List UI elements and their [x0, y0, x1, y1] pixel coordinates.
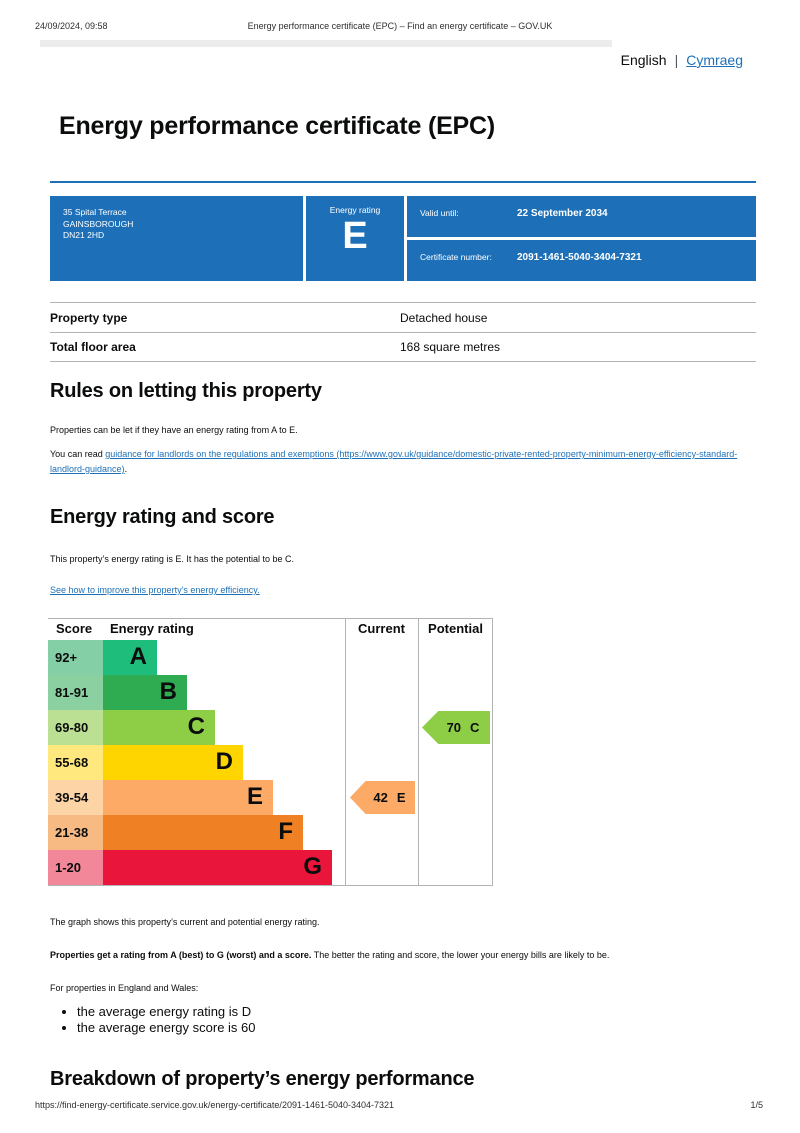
potential-score: 70: [446, 720, 462, 735]
rules-paragraph-1: Properties can be let if they have an en…: [50, 425, 298, 435]
landlord-guidance-link[interactable]: guidance for landlords on the regulation…: [50, 449, 738, 474]
band-letter-g: G: [303, 853, 322, 880]
improve-link-wrap: See how to improve this property’s energ…: [50, 583, 756, 598]
valid-until-label: Valid until:: [420, 208, 459, 218]
chart-right-border: [492, 618, 493, 885]
rules-paragraph-2: You can read guidance for landlords on t…: [50, 447, 756, 477]
property-type-value: Detached house: [400, 310, 488, 325]
band-letter-f: F: [278, 818, 293, 845]
rules-paragraph-2-suffix: .: [124, 464, 128, 474]
print-datetime: 24/09/2024, 09:58: [35, 21, 108, 31]
language-separator: |: [674, 52, 679, 68]
band-letter-d: D: [215, 748, 233, 775]
print-footer-url: https://find-energy-certificate.service.…: [35, 1100, 395, 1110]
print-page-title: Energy performance certificate (EPC) – F…: [247, 21, 553, 31]
potential-rating-arrow: 70 C: [422, 711, 490, 744]
certificate-details-panel: Valid until: 22 September 2034 Certifica…: [407, 196, 756, 281]
address-line-1: 35 Spital Terrace: [63, 207, 127, 217]
table-row: Property type Detached house: [50, 302, 756, 332]
chart-bottom-border: [48, 885, 493, 886]
certificate-number-label: Certificate number:: [420, 252, 492, 262]
score-range-g: 1-20: [48, 850, 103, 885]
rating-explanation-bold: Properties get a rating from A (best) to…: [50, 950, 312, 960]
energy-rating-label: Energy rating: [329, 205, 381, 215]
language-link-welsh[interactable]: Cymraeg: [686, 52, 743, 68]
band-letter-e: E: [246, 783, 263, 810]
table-row: Total floor area 168 square metres: [50, 332, 756, 362]
property-type-label: Property type: [50, 310, 128, 325]
language-current-english: English: [620, 52, 667, 68]
average-stats-list: the average energy rating is D the avera…: [62, 1004, 256, 1036]
band-letter-a: A: [129, 643, 147, 670]
language-toggle: English | Cymraeg: [621, 52, 743, 68]
chart-divider-potential: [418, 618, 419, 885]
potential-letter: C: [470, 720, 480, 735]
rating-explanation-rest: The better the rating and score, the low…: [311, 950, 610, 960]
print-page-number: 1/5: [750, 1100, 763, 1110]
rating-band-g: G: [103, 850, 332, 885]
certificate-number-row: Certificate number: 2091-1461-5040-3404-…: [407, 240, 756, 281]
current-score: 42: [373, 790, 388, 805]
valid-until-value: 22 September 2034: [517, 208, 608, 219]
breakdown-section-heading: Breakdown of property’s energy performan…: [50, 1068, 475, 1090]
header-divider-bar: [40, 40, 612, 47]
score-section-heading: Energy rating and score: [50, 506, 275, 528]
floor-area-label: Total floor area: [50, 340, 136, 354]
list-item: the average energy rating is D: [77, 1004, 256, 1020]
property-address: 35 Spital Terrace GAINSBOROUGH DN21 2HD: [50, 196, 303, 281]
floor-area-value: 168 square metres: [400, 340, 501, 354]
chart-header-rating: Energy rating: [110, 621, 194, 636]
address-line-3: DN21 2HD: [63, 230, 105, 240]
chart-divider-current: [345, 618, 346, 885]
score-range-d: 55-68: [48, 745, 103, 780]
chart-header-score: Score: [56, 621, 93, 636]
certificate-summary-box: 35 Spital Terrace GAINSBOROUGH DN21 2HD …: [50, 196, 756, 281]
chart-header-potential: Potential: [428, 621, 483, 636]
rating-explanation: Properties get a rating from A (best) to…: [50, 948, 756, 963]
current-letter: E: [396, 790, 406, 805]
score-range-a: 92+: [48, 640, 103, 675]
rating-band-e: E: [103, 780, 273, 815]
score-paragraph: This property’s energy rating is E. It h…: [50, 554, 294, 564]
chart-header-current: Current: [358, 621, 405, 636]
score-range-e: 39-54: [48, 780, 103, 815]
improve-efficiency-link[interactable]: See how to improve this property’s energ…: [50, 585, 260, 595]
energy-rating-panel: Energy rating E: [306, 196, 404, 281]
score-range-c: 69-80: [48, 710, 103, 745]
graph-description: The graph shows this property’s current …: [50, 917, 320, 927]
score-range-b: 81-91: [48, 675, 103, 710]
band-letter-b: B: [159, 678, 177, 705]
score-range-f: 21-38: [48, 815, 103, 850]
chart-top-border: [48, 618, 493, 619]
england-wales-intro: For properties in England and Wales:: [50, 983, 199, 993]
list-item: the average energy score is 60: [77, 1020, 256, 1036]
rating-band-f: F: [103, 815, 303, 850]
current-rating-arrow: 42 E: [350, 781, 415, 814]
rules-section-heading: Rules on letting this property: [50, 380, 322, 402]
rating-band-b: B: [103, 675, 187, 710]
certificate-number-value: 2091-1461-5040-3404-7321: [517, 252, 642, 263]
energy-rating-chart: Score Energy rating Current Potential 92…: [48, 618, 493, 888]
page-title: Energy performance certificate (EPC): [59, 112, 496, 140]
energy-rating-value: E: [342, 215, 368, 257]
rating-band-c: C: [103, 710, 215, 745]
address-line-2: GAINSBOROUGH: [63, 218, 134, 229]
rating-band-a: A: [103, 640, 157, 675]
band-letter-c: C: [187, 713, 205, 740]
rating-band-d: D: [103, 745, 243, 780]
valid-until-row: Valid until: 22 September 2034: [407, 196, 756, 237]
rules-paragraph-2-prefix: You can read: [50, 449, 106, 459]
property-summary-table: Property type Detached house Total floor…: [50, 302, 756, 362]
title-rule: [50, 181, 756, 183]
